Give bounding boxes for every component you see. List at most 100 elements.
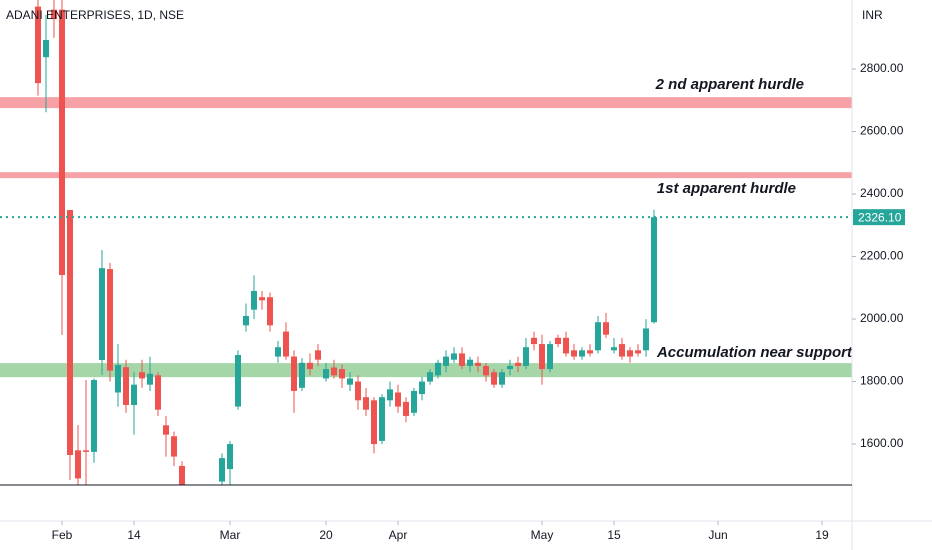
candle-body (59, 9, 65, 275)
candle-body (123, 367, 129, 405)
y-tick-label: 2400.00 (860, 186, 904, 200)
candle-body (515, 362, 521, 366)
candle-body (579, 350, 585, 357)
candle-body (251, 290, 257, 310)
candle-body (323, 369, 329, 379)
candle-body (107, 269, 113, 371)
candle-body (115, 365, 121, 393)
x-tick-label: May (531, 528, 554, 542)
candle-body (99, 268, 105, 360)
candle-body (147, 373, 153, 385)
candle-body (563, 337, 569, 354)
candle-body (547, 344, 553, 370)
candle-body (35, 6, 41, 84)
zone-band (0, 172, 852, 179)
candle-body (347, 378, 353, 385)
candle-body (315, 350, 321, 360)
candle-body (531, 337, 537, 345)
candle-body (523, 347, 529, 366)
candle-body (611, 347, 617, 351)
candle-body (643, 328, 649, 351)
candle-body (67, 210, 73, 455)
candle-body (267, 297, 273, 326)
candle-body (259, 297, 265, 301)
x-tick-label: Jun (708, 528, 727, 542)
candle-body (387, 389, 393, 401)
candle-body (91, 380, 97, 452)
x-tick-label: Feb (52, 528, 73, 542)
candle-body (339, 369, 345, 379)
candle-body (243, 315, 249, 326)
candle-body (491, 372, 497, 385)
candle-body (395, 392, 401, 407)
x-tick-label: 15 (607, 528, 621, 542)
y-tick-label: 1600.00 (860, 436, 904, 450)
candle-body (355, 381, 361, 401)
candle-body (179, 465, 185, 485)
candle-body (595, 322, 601, 351)
candle-body (139, 372, 145, 379)
candle-body (587, 350, 593, 354)
candle-body (163, 425, 169, 435)
candle-body (363, 397, 369, 410)
y-tick-label: 2200.00 (860, 249, 904, 263)
candle-body (131, 384, 137, 405)
candle-body (235, 355, 241, 407)
candle-body (155, 375, 161, 410)
x-tick-label: 20 (319, 528, 333, 542)
zone-band (0, 363, 852, 378)
candle-body (219, 458, 225, 482)
last-price-tag (853, 209, 905, 226)
x-tick-label: 14 (127, 528, 141, 542)
annotation: Accumulation near support (656, 344, 853, 361)
y-tick-label: 2800.00 (860, 61, 904, 75)
candle-body (403, 401, 409, 416)
candle-body (83, 450, 89, 452)
candle-body (627, 350, 633, 357)
candle-body (419, 381, 425, 395)
candle-body (307, 362, 313, 370)
candle-body (75, 450, 81, 479)
x-tick-label: 19 (815, 528, 829, 542)
y-tick-label: 2600.00 (860, 124, 904, 138)
candle-body (499, 372, 505, 385)
candle-body (603, 322, 609, 335)
annotation: 2 nd apparent hurdle (655, 76, 804, 93)
candle-body (331, 367, 337, 376)
candle-body (435, 362, 441, 376)
candle-body (51, 9, 57, 20)
candle-body (635, 350, 641, 354)
candle-body (619, 344, 625, 357)
candle-body (475, 362, 481, 366)
candle-body (427, 372, 433, 382)
last-price-label: 2326.10 (858, 210, 902, 224)
y-tick-label: 1800.00 (860, 374, 904, 388)
candle-body (451, 353, 457, 360)
candle-body (299, 362, 305, 388)
x-tick-label: Apr (389, 528, 408, 542)
candle-body (283, 331, 289, 357)
plot-area: 2 nd apparent hurdle 1st apparent hurdle A… (0, 0, 853, 485)
candle-body (43, 40, 49, 58)
candle-body (571, 350, 577, 357)
chart-title: ADANI ENTERPRISES, 1D, NSE (6, 8, 184, 22)
candle-body (227, 444, 233, 470)
candle-body (443, 356, 449, 366)
axis-unit: INR (862, 8, 883, 22)
candle-body (467, 359, 473, 366)
candle-body (483, 365, 489, 376)
y-tick-label: 2000.00 (860, 311, 904, 325)
candle-body (379, 397, 385, 441)
candle-body (459, 353, 465, 366)
candle-body (555, 337, 561, 345)
annotation: 1st apparent hurdle (657, 180, 796, 197)
candle-body (507, 365, 513, 370)
candle-body (291, 356, 297, 391)
candle-body (371, 400, 377, 445)
candle-body (171, 436, 177, 457)
candle-body (651, 217, 657, 323)
candle-body (275, 347, 281, 357)
x-tick-label: Mar (220, 528, 241, 542)
